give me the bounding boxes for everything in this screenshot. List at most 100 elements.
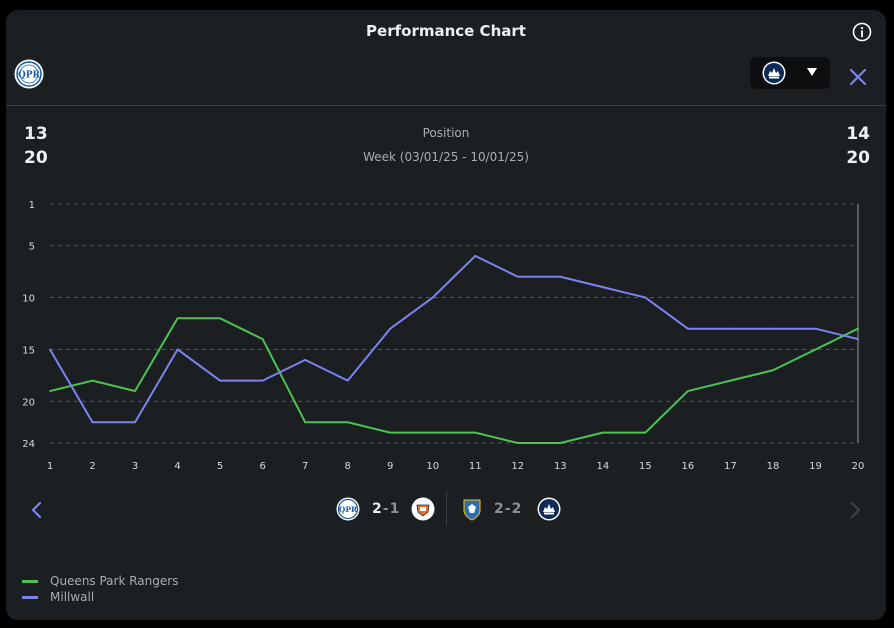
x-tick-label: 20 (852, 461, 865, 472)
data-point (559, 275, 562, 278)
data-point (49, 390, 51, 392)
data-point (91, 421, 94, 424)
data-point (644, 431, 647, 434)
x-tick-label: 5 (217, 461, 223, 472)
chevron-right-icon[interactable] (846, 500, 864, 520)
legend-label: Queens Park Rangers (50, 574, 179, 588)
x-tick-label: 7 (302, 461, 308, 472)
week-range-label: Week (03/01/25 - 10/01/25) (363, 150, 529, 164)
match-score: 2-2 (494, 501, 523, 517)
chevron-left-icon[interactable] (28, 500, 46, 520)
match-result-1[interactable]: QPR 2-1 (336, 496, 436, 524)
data-point (857, 327, 859, 330)
x-tick-label: 11 (469, 461, 482, 472)
x-tick-label: 9 (387, 461, 393, 472)
data-point (134, 421, 136, 424)
x-tick-label: 14 (596, 461, 609, 472)
data-point (474, 255, 477, 257)
x-tick-label: 2 (89, 461, 95, 472)
y-tick-label: 24 (22, 439, 35, 450)
y-tick-label: 15 (22, 345, 35, 356)
left-team-week: 20 (24, 148, 48, 168)
data-point (729, 327, 732, 330)
data-point (219, 317, 221, 320)
data-point (772, 327, 774, 330)
data-point (176, 317, 179, 320)
data-point (474, 431, 477, 434)
legend-item-millwall: Millwall (22, 589, 178, 605)
y-tick-label: 1 (29, 200, 35, 211)
series-line-qpr (49, 317, 859, 444)
performance-chart-panel: Performance Chart QPR 13 20 14 20 Positi… (6, 10, 886, 620)
qpr-crest-icon: QPR (336, 497, 360, 521)
x-tick-label: 18 (767, 461, 780, 472)
legend-item-qpr: Queens Park Rangers (22, 573, 178, 589)
y-tick-label: 10 (22, 294, 35, 305)
match-result-2[interactable]: 2-2 (460, 496, 561, 524)
data-point (772, 369, 774, 372)
data-point (389, 431, 392, 434)
legend-label: Millwall (50, 590, 95, 604)
data-point (304, 359, 306, 361)
data-point (814, 348, 817, 351)
millwall-crest-icon (762, 61, 786, 85)
data-point (431, 431, 434, 434)
svg-text:QPR: QPR (339, 505, 358, 514)
data-point (516, 275, 519, 278)
info-icon[interactable] (852, 22, 872, 42)
x-tick-label: 13 (554, 461, 567, 472)
y-tick-label: 20 (22, 397, 35, 408)
data-point (346, 379, 349, 382)
x-tick-label: 10 (426, 461, 439, 472)
right-team-week: 20 (846, 148, 870, 168)
data-point (431, 296, 434, 299)
chart-legend: Queens Park Rangers Millwall (22, 573, 178, 605)
data-point (687, 327, 689, 330)
x-tick-label: 19 (809, 461, 822, 472)
metric-label: Position (422, 126, 470, 140)
data-point (49, 348, 51, 351)
left-team-position: 13 (24, 124, 48, 144)
page-title: Performance Chart (366, 22, 526, 40)
data-point (261, 338, 264, 340)
data-point (857, 338, 859, 340)
qpr-crest-icon: QPR (14, 59, 44, 89)
data-point (304, 421, 306, 424)
data-point (814, 327, 817, 330)
data-point (389, 327, 392, 330)
caret-down-icon (807, 68, 817, 76)
y-tick-label: 5 (29, 242, 35, 253)
data-point (134, 390, 136, 392)
legend-swatch (22, 595, 38, 599)
x-tick-label: 8 (344, 461, 350, 472)
close-icon[interactable] (849, 68, 867, 86)
data-point (729, 379, 732, 382)
data-point (602, 431, 604, 434)
x-tick-label: 4 (174, 461, 180, 472)
data-point (91, 379, 94, 382)
x-tick-label: 15 (639, 461, 652, 472)
x-tick-label: 16 (682, 461, 695, 472)
header-divider (6, 105, 886, 106)
data-point (559, 442, 562, 444)
data-point (261, 379, 264, 382)
data-point (644, 296, 647, 299)
data-point (602, 286, 604, 288)
svg-text:QPR: QPR (18, 71, 41, 81)
team-selector-dropdown[interactable] (750, 57, 830, 89)
sheffield-wednesday-crest-icon (463, 499, 481, 521)
x-tick-label: 12 (511, 461, 524, 472)
match-score: 2-1 (372, 501, 401, 517)
data-point (516, 442, 519, 444)
luton-crest-icon (411, 497, 435, 521)
x-tick-label: 1 (47, 461, 53, 472)
x-tick-label: 17 (724, 461, 737, 472)
series-line-millwall (49, 254, 859, 424)
match-divider (446, 492, 447, 526)
millwall-crest-icon (537, 497, 561, 521)
data-point (687, 390, 689, 392)
data-point (176, 348, 179, 351)
legend-swatch (22, 579, 38, 583)
x-tick-label: 6 (259, 461, 265, 472)
